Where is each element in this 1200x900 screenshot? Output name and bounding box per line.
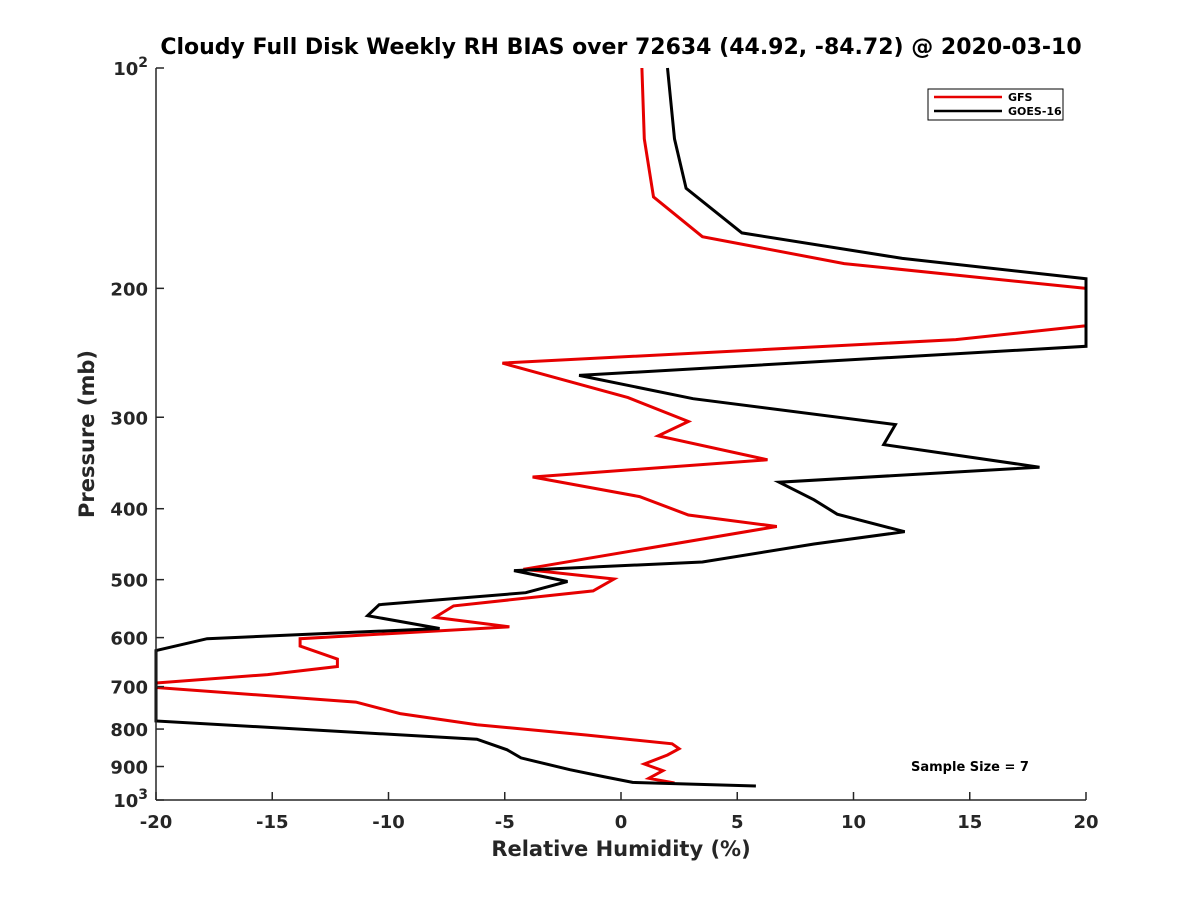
y-tick-label: 103 [113,787,148,812]
y-tick-label: 300 [110,408,148,429]
plot-area [156,68,1086,800]
x-tick-label: 5 [731,812,744,833]
x-tick-label: -10 [372,812,405,833]
x-tick-label: -15 [256,812,289,833]
y-tick-label: 900 [110,758,148,779]
x-tick-label: 15 [957,812,982,833]
y-tick-label: 500 [110,571,148,592]
legend-label-gfs: GFS [1008,91,1033,104]
y-tick-label: 102 [113,55,148,80]
x-tick-label: 0 [615,812,628,833]
y-tick-label: 600 [110,629,148,650]
x-axis-label: Relative Humidity (%) [491,837,750,861]
series-line-gfs [154,67,1088,785]
y-tick-label: 800 [110,720,148,741]
y-axis-label: Pressure (mb) [75,350,99,518]
legend: GFS GOES-16 [927,88,1064,121]
series-layer [154,67,1088,788]
legend-label-goes16: GOES-16 [1008,105,1062,118]
x-tick-label: 10 [841,812,866,833]
chart-title: Cloudy Full Disk Weekly RH BIAS over 726… [160,35,1081,60]
sample-size-annotation: Sample Size = 7 [911,760,1029,775]
series-line-goes-16 [154,67,1088,788]
y-tick-label: 200 [110,279,148,300]
legend-box [927,88,1064,121]
x-ticks: -20 -15 -10 -5 0 5 10 15 20 [140,792,1099,833]
y-ticks: 102 200 300 400 500 600 700 800 900 103 [110,55,164,812]
y-tick-label: 400 [110,500,148,521]
y-tick-label: 700 [110,678,148,699]
x-tick-label: -5 [495,812,515,833]
x-tick-label: -20 [140,812,173,833]
x-tick-label: 20 [1073,812,1098,833]
